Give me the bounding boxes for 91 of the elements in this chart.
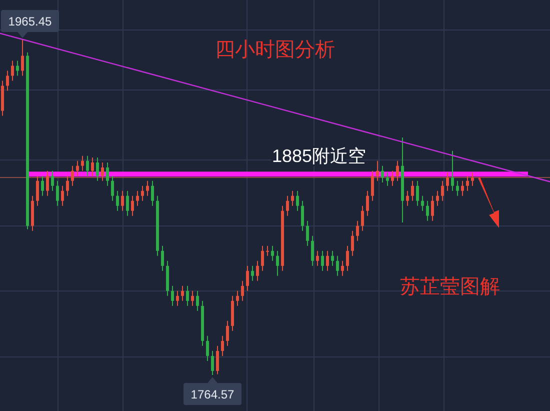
candlestick	[266, 245, 269, 256]
candlestick	[456, 180, 459, 196]
candlestick	[191, 290, 194, 306]
candlestick	[431, 195, 434, 222]
annotation: 1965.45	[8, 14, 52, 28]
candlestick	[326, 250, 329, 272]
candlestick	[441, 180, 444, 202]
candlestick	[466, 175, 469, 192]
candlestick	[311, 235, 314, 266]
candlestick	[286, 195, 289, 216]
candlestick	[356, 220, 359, 242]
candlestick	[116, 190, 119, 212]
candlestick	[446, 172, 449, 192]
candlestick	[121, 190, 124, 212]
candlestick	[181, 285, 184, 302]
annotation: 苏芷莹图解	[400, 276, 500, 298]
candlestick	[471, 172, 474, 186]
candlestick	[426, 200, 429, 222]
candlestick	[396, 160, 399, 182]
candlestick	[16, 60, 19, 76]
candlestick	[351, 230, 354, 256]
ref-line-label: 1885附近空	[272, 146, 366, 166]
candlestick	[56, 180, 59, 206]
candlestick	[261, 245, 264, 272]
candlestick	[211, 350, 214, 376]
candlestick	[246, 265, 249, 292]
candlestick	[416, 180, 419, 206]
candlestick	[46, 170, 49, 196]
annotation: 1764.57	[190, 388, 235, 402]
candlestick	[221, 335, 224, 356]
candlestick	[451, 150, 454, 192]
candlestick	[11, 60, 14, 82]
candlestick	[141, 185, 144, 202]
candlestick	[371, 170, 374, 202]
candlestick	[41, 175, 44, 196]
candlestick	[71, 165, 74, 186]
candlestick	[111, 175, 114, 202]
candlestick	[66, 175, 69, 196]
candlestick	[176, 290, 179, 306]
candlestick	[91, 156, 94, 176]
candlestick	[81, 155, 84, 172]
candlestick	[291, 190, 294, 206]
candlestick	[136, 190, 139, 206]
candlestick	[461, 180, 464, 196]
candlestick	[366, 190, 369, 216]
candlestick	[436, 190, 439, 206]
candlestick	[161, 245, 164, 272]
candlestick	[276, 250, 279, 276]
candlestick	[316, 250, 319, 266]
candlestick	[321, 250, 324, 272]
candlestick	[421, 195, 424, 212]
candlestick	[341, 260, 344, 276]
candlestick	[386, 172, 389, 186]
candlestick	[186, 285, 189, 306]
candlestick	[256, 260, 259, 282]
candlestick	[131, 195, 134, 216]
candlestick	[236, 290, 239, 306]
candlestick	[226, 320, 229, 346]
candlestick	[151, 180, 154, 206]
candlestick	[146, 180, 149, 196]
candlestick	[206, 335, 209, 362]
candlestick	[196, 290, 199, 312]
candlestick	[6, 70, 9, 92]
candlestick	[331, 250, 334, 266]
candlestick	[381, 165, 384, 183]
candlestick	[36, 175, 39, 206]
candlestick	[271, 245, 274, 262]
candlestick	[241, 280, 244, 302]
candlestick	[346, 245, 349, 272]
chart-title: 四小时图分析	[215, 39, 335, 61]
candlestick	[101, 162, 104, 182]
candlestick	[171, 285, 174, 306]
candlestick	[301, 200, 304, 232]
candlestick	[86, 155, 89, 176]
candlestick	[406, 190, 409, 206]
candlestick	[411, 180, 414, 202]
candlestick	[76, 160, 79, 176]
candlestick	[126, 190, 129, 216]
candlestick	[51, 170, 54, 192]
candlestick	[296, 190, 299, 212]
candlestick	[21, 40, 24, 76]
candlestick	[251, 265, 254, 282]
candlestick	[361, 205, 364, 232]
candlestick	[96, 156, 99, 182]
candlestick	[336, 255, 339, 276]
candlestick	[61, 185, 64, 206]
candlestick	[391, 170, 394, 186]
candlestick	[106, 162, 109, 186]
candlestick	[216, 345, 219, 375]
candlestick	[306, 220, 309, 246]
candlestick	[376, 160, 379, 182]
